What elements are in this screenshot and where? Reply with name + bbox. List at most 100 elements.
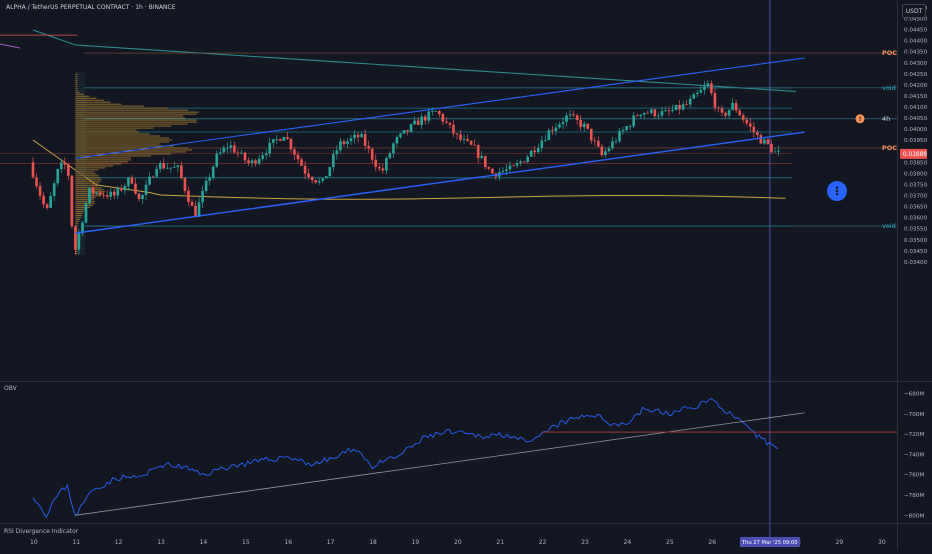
volume-profile-bar	[75, 141, 170, 143]
candle-body	[102, 194, 105, 196]
candle-body	[204, 180, 208, 191]
candle-body	[250, 160, 254, 164]
candle-body	[67, 164, 70, 176]
candle-body	[427, 111, 431, 121]
candle-body	[420, 116, 423, 125]
time-tick-label: 23	[581, 539, 589, 546]
candle-body	[226, 147, 229, 149]
candle-body	[116, 187, 120, 196]
volume-profile-bar	[75, 143, 160, 145]
volume-profile-bar	[75, 215, 82, 217]
candle-body	[374, 159, 378, 167]
candles	[31, 80, 780, 255]
time-tick-label: 29	[836, 539, 844, 546]
obv-trendline	[75, 412, 805, 516]
candle-body	[399, 133, 402, 138]
candle-body	[303, 165, 307, 174]
candle-body	[452, 124, 455, 134]
candle-body	[187, 190, 190, 202]
candle-body	[540, 140, 544, 148]
candle-body	[211, 166, 215, 178]
volume-profile-bar	[75, 159, 132, 161]
candle-body	[646, 112, 650, 114]
volume-profile-bar	[75, 219, 80, 221]
volume-profile-bar	[75, 177, 101, 179]
volume-profile-bar	[75, 83, 78, 85]
candle-body	[752, 126, 756, 133]
candle-body	[385, 158, 388, 171]
candle-body	[293, 149, 296, 155]
candle-body	[699, 89, 703, 93]
candle-body	[38, 186, 42, 196]
price-tick-label: 0.03550	[904, 227, 928, 233]
volume-profile-bar	[75, 93, 84, 95]
volume-profile-bar	[75, 251, 78, 252]
moving-average-teal	[32, 29, 797, 93]
candle-body	[346, 141, 349, 144]
candle-body	[756, 132, 759, 135]
price-tick-label: 0.03600	[904, 216, 928, 222]
time-tick-label: 30	[878, 539, 886, 546]
candle-body	[81, 222, 84, 234]
candle-body	[720, 108, 724, 113]
volume-profile-bar	[75, 109, 189, 111]
time-tick-label: 18	[369, 539, 377, 546]
candle-body	[434, 110, 438, 112]
volume-profile-bar	[75, 213, 83, 215]
alert-marker-dot	[835, 189, 839, 193]
candle-body	[275, 139, 279, 140]
candle-body	[180, 165, 183, 179]
candle-body	[586, 123, 590, 129]
volume-profile-bar	[75, 151, 187, 153]
candle-body	[279, 139, 282, 141]
crosshair-date-label: Thu 27 Mar '25 09:00	[741, 540, 798, 546]
time-tick-label: 24	[624, 539, 632, 546]
candle-body	[681, 104, 685, 110]
price-tick-label: 0.04100	[904, 105, 928, 111]
candle-body	[582, 123, 586, 128]
price-tick-label: 0.04350	[904, 50, 928, 56]
candle-body	[462, 138, 466, 140]
level-label-poc: POC	[882, 144, 897, 152]
candle-body	[491, 168, 494, 174]
volume-profile-bar	[75, 121, 198, 123]
candle-body	[141, 195, 144, 199]
candle-body	[544, 139, 547, 141]
candle-body	[240, 152, 243, 154]
candle-body	[611, 141, 614, 149]
price-tick-label: 0.04300	[904, 61, 928, 67]
candle-body	[137, 193, 141, 199]
candle-body	[406, 130, 409, 132]
volume-profile-bar	[75, 221, 79, 223]
candle-body	[300, 159, 303, 166]
candle-body	[657, 115, 660, 117]
candle-body	[565, 115, 568, 122]
volume-profile-bar	[75, 99, 105, 101]
time-tick-label: 17	[327, 539, 335, 546]
obv-tick-label: −700M	[904, 412, 924, 418]
candle-body	[618, 131, 621, 142]
candle-body	[561, 121, 565, 125]
candle-body	[151, 176, 155, 178]
candle-body	[310, 177, 314, 181]
candle-body	[568, 114, 572, 116]
candle-body	[381, 168, 385, 171]
candle-body	[155, 168, 158, 177]
candle-body	[519, 161, 522, 164]
volume-profile-bar	[75, 157, 131, 159]
volume-profile-bar	[75, 153, 172, 155]
candle-body	[501, 170, 505, 173]
obv-tick-label: −800M	[904, 513, 924, 519]
candle-body	[416, 120, 420, 125]
volume-profile-bar	[75, 205, 93, 207]
candle-body	[45, 204, 49, 208]
candle-body	[353, 134, 356, 139]
candle-body	[554, 127, 558, 131]
candle-body	[123, 185, 127, 191]
price-tick-label: 0.03750	[904, 182, 928, 188]
currency-badge[interactable]: USDT	[902, 4, 926, 18]
candle-body	[42, 195, 45, 205]
candle-body	[628, 126, 632, 127]
